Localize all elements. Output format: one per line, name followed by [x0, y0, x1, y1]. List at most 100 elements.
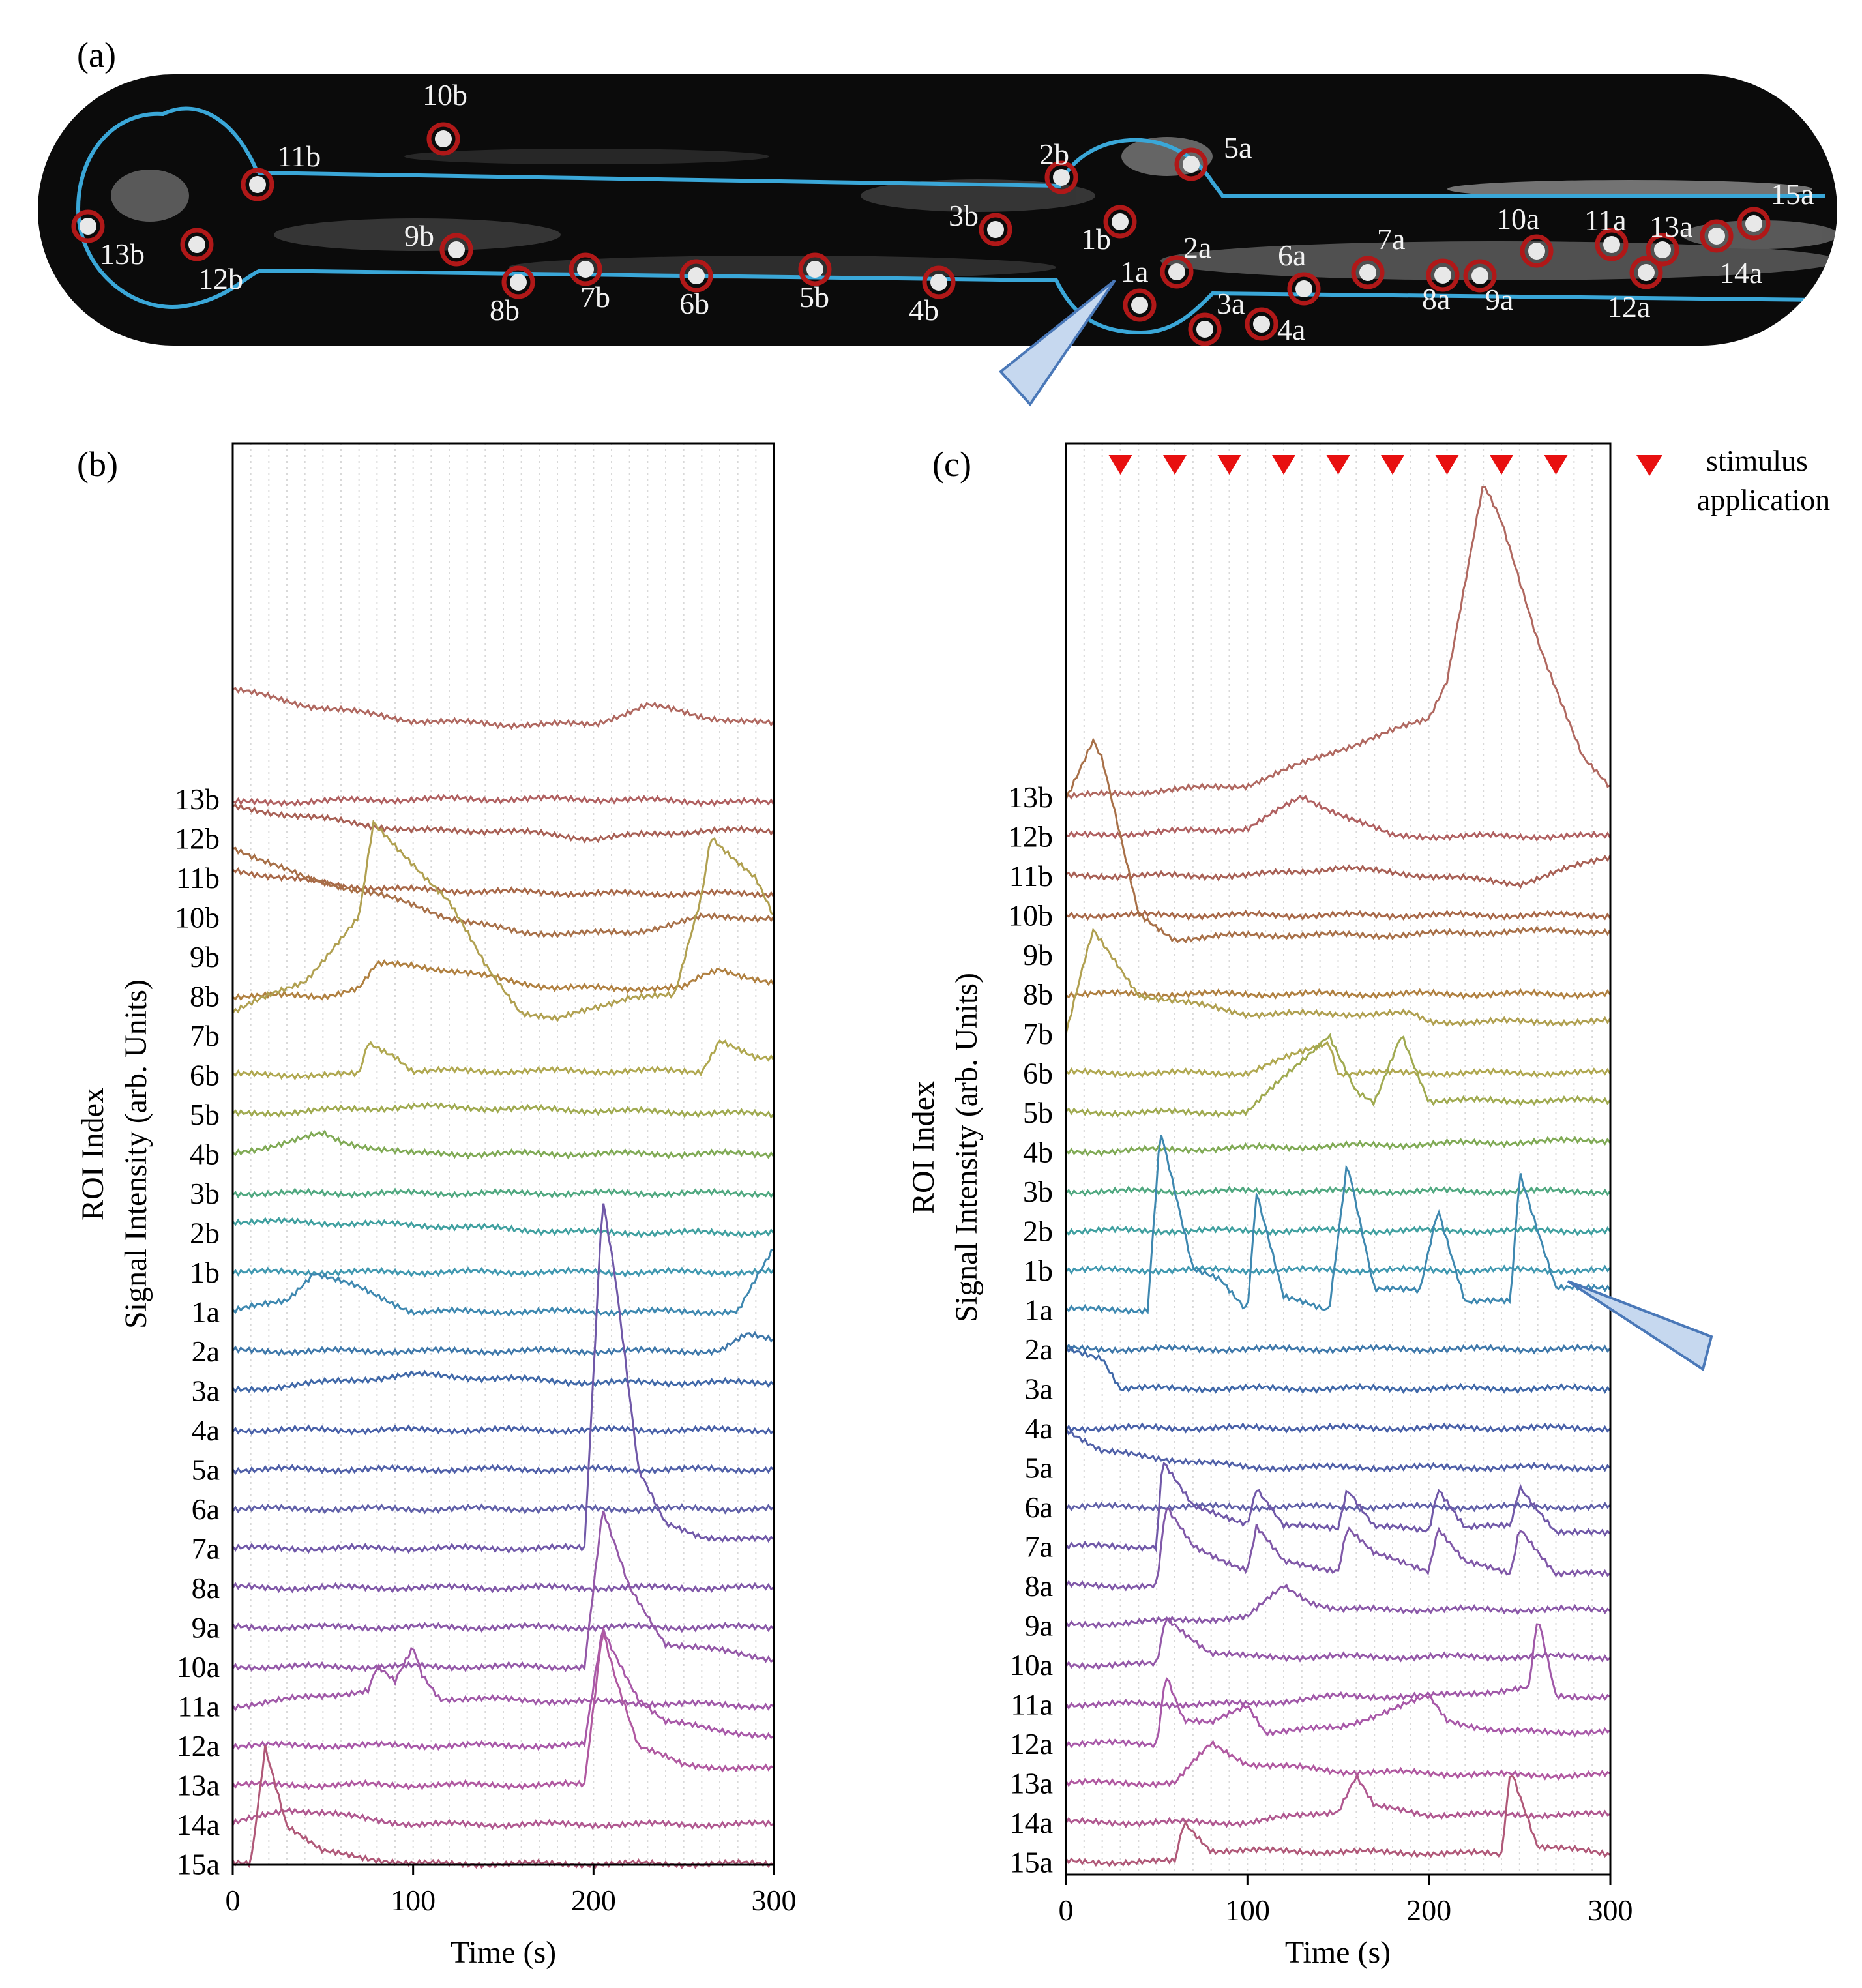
roi-dot — [688, 267, 705, 284]
roi-label-7b: 7b — [580, 280, 610, 314]
trace-12a — [1065, 1676, 1611, 1749]
roi-index-8a: 8a — [192, 1571, 220, 1605]
roi-label-8b: 8b — [490, 293, 520, 327]
roi-7a: 7a — [1351, 222, 1405, 289]
trace-6a — [231, 1503, 775, 1515]
roi-index-12b: 12b — [1008, 820, 1053, 853]
roi-index-9b: 9b — [1023, 938, 1053, 972]
roi-12a: 12a — [1607, 256, 1663, 323]
roi-ring — [1245, 307, 1278, 341]
trace-7b — [231, 819, 775, 1023]
trace-3b — [231, 1187, 775, 1199]
roi-dot — [577, 261, 594, 278]
roi-4a: 4a — [1245, 307, 1305, 346]
roi-index-4b: 4b — [190, 1138, 220, 1171]
trace-11b — [1065, 854, 1612, 889]
roi-index-11a: 11a — [177, 1690, 220, 1723]
roi-label-13b: 13b — [100, 237, 145, 271]
roi-9b: 9b — [404, 219, 473, 267]
roi-6b: 6b — [679, 259, 713, 320]
trace-4a — [231, 1424, 775, 1436]
xticks-b: 0 100 200 300 — [226, 1865, 797, 1917]
legend-label-line1: stimulus — [1706, 444, 1808, 477]
ylabel-c-line1: ROI Index — [906, 1081, 941, 1214]
x-tick-label: 100 — [391, 1884, 436, 1917]
trace-8b — [232, 959, 775, 1001]
roi-1b: 1b — [1081, 205, 1137, 256]
roi-14a: 14a — [1700, 219, 1762, 289]
roi-label-12b: 12b — [198, 262, 243, 295]
roi-ring — [1160, 255, 1194, 289]
roi-label-6a: 6a — [1278, 239, 1306, 272]
roi-label-13a: 13a — [1649, 210, 1692, 243]
roi-5a: 5a — [1174, 131, 1252, 181]
roi-label-10b: 10b — [422, 78, 467, 111]
roi-dot — [1112, 213, 1129, 230]
roi-index-6b: 6b — [190, 1059, 220, 1092]
roi-dot — [80, 218, 96, 235]
roi-index-14a: 14a — [177, 1808, 220, 1841]
roi-label-3a: 3a — [1217, 287, 1245, 320]
roi-index-7a: 7a — [192, 1532, 220, 1565]
roi-index-3b: 3b — [190, 1177, 220, 1210]
roi-index-2a: 2a — [1025, 1333, 1053, 1366]
roi-label-12a: 12a — [1607, 290, 1650, 323]
roi-index-9a: 9a — [192, 1611, 220, 1644]
roi-index-6a: 6a — [192, 1492, 220, 1526]
trace-12b — [1065, 794, 1612, 842]
roi-index-7a: 7a — [1025, 1530, 1053, 1564]
roi-index-5a: 5a — [192, 1453, 220, 1487]
roi-dot — [1053, 169, 1070, 186]
trace-7a — [231, 1203, 775, 1554]
trace-2a — [231, 1331, 775, 1357]
roi-dot — [1359, 264, 1376, 281]
roi-3b: 3b — [949, 199, 1012, 246]
trace-4b — [1065, 1135, 1612, 1157]
trace-9b — [1065, 737, 1612, 943]
roi-dot — [249, 176, 266, 193]
roi-dot — [510, 274, 527, 291]
trace-4b — [231, 1129, 775, 1160]
roi-ring — [1646, 233, 1679, 267]
roi-ring — [1044, 160, 1078, 194]
trace-2a — [1065, 1343, 1612, 1355]
roi-ring — [979, 213, 1012, 246]
panel-a: (a) 13b 12b 11b 10b 9b 8b 7b 6b 5b 4b 3b 2b 1b 1a 2a3a… — [38, 35, 1837, 407]
roi-ring — [1103, 205, 1137, 239]
roi-10a: 10a — [1496, 202, 1554, 268]
panel-a-letter: (a) — [77, 35, 116, 74]
trace-8b — [1065, 988, 1612, 1000]
roi-index-11b: 11b — [1009, 859, 1053, 893]
x-tick-label: 0 — [226, 1884, 241, 1917]
trace-13b — [232, 686, 775, 730]
roi-ring — [426, 122, 460, 156]
stimulus-marker — [1217, 455, 1241, 475]
trace-13b — [1065, 486, 1611, 800]
roi-index-12b: 12b — [175, 822, 220, 855]
trace-3b — [1065, 1185, 1612, 1197]
stimulus-marker — [1108, 455, 1132, 475]
roi-index-13b: 13b — [175, 782, 220, 816]
roi-index-5b: 5b — [190, 1098, 220, 1131]
roi-1a: 1a — [1120, 255, 1157, 322]
trace-14a — [231, 1807, 775, 1830]
legend-label-line2: application — [1697, 483, 1830, 516]
roi-index-1b: 1b — [190, 1256, 220, 1289]
roi-ring — [569, 252, 602, 286]
trace-10a — [1065, 1616, 1611, 1670]
roi-index-8a: 8a — [1025, 1569, 1053, 1603]
roi-ring — [241, 168, 274, 201]
roi-label-9b: 9b — [404, 219, 434, 252]
trace-6b — [1065, 1041, 1612, 1079]
stimulus-marker — [1435, 455, 1459, 475]
roi-label-5b: 5b — [799, 280, 829, 314]
roi-8b: 8b — [490, 265, 535, 327]
trace-11b — [232, 803, 775, 844]
roi-label-3b: 3b — [949, 199, 979, 232]
roi-index-8b: 8b — [190, 980, 220, 1013]
trace-13a — [1065, 1740, 1611, 1788]
roi-index-4b: 4b — [1023, 1136, 1053, 1169]
roi-label-11a: 11a — [1584, 203, 1627, 237]
